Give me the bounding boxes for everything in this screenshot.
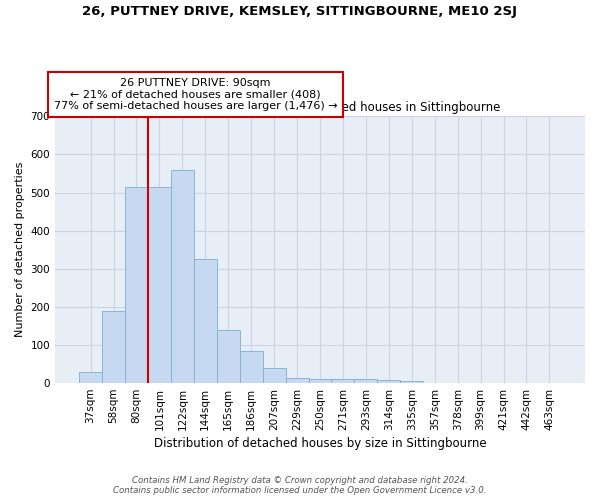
Text: 26 PUTTNEY DRIVE: 90sqm
← 21% of detached houses are smaller (408)
77% of semi-d: 26 PUTTNEY DRIVE: 90sqm ← 21% of detache… bbox=[53, 78, 337, 111]
Bar bbox=[331, 380, 355, 383]
Bar bbox=[377, 380, 400, 383]
Bar bbox=[194, 260, 217, 383]
Bar bbox=[355, 380, 377, 383]
Bar bbox=[240, 350, 263, 383]
Bar bbox=[263, 368, 286, 383]
X-axis label: Distribution of detached houses by size in Sittingbourne: Distribution of detached houses by size … bbox=[154, 437, 487, 450]
Bar bbox=[148, 187, 171, 383]
Bar bbox=[102, 310, 125, 383]
Title: Size of property relative to detached houses in Sittingbourne: Size of property relative to detached ho… bbox=[139, 101, 501, 114]
Bar bbox=[400, 381, 423, 383]
Bar bbox=[79, 372, 102, 383]
Bar bbox=[171, 170, 194, 383]
Text: 26, PUTTNEY DRIVE, KEMSLEY, SITTINGBOURNE, ME10 2SJ: 26, PUTTNEY DRIVE, KEMSLEY, SITTINGBOURN… bbox=[83, 5, 517, 18]
Text: Contains HM Land Registry data © Crown copyright and database right 2024.
Contai: Contains HM Land Registry data © Crown c… bbox=[113, 476, 487, 495]
Bar bbox=[217, 330, 240, 383]
Bar bbox=[125, 187, 148, 383]
Y-axis label: Number of detached properties: Number of detached properties bbox=[15, 162, 25, 338]
Bar bbox=[308, 380, 331, 383]
Bar bbox=[286, 378, 308, 383]
